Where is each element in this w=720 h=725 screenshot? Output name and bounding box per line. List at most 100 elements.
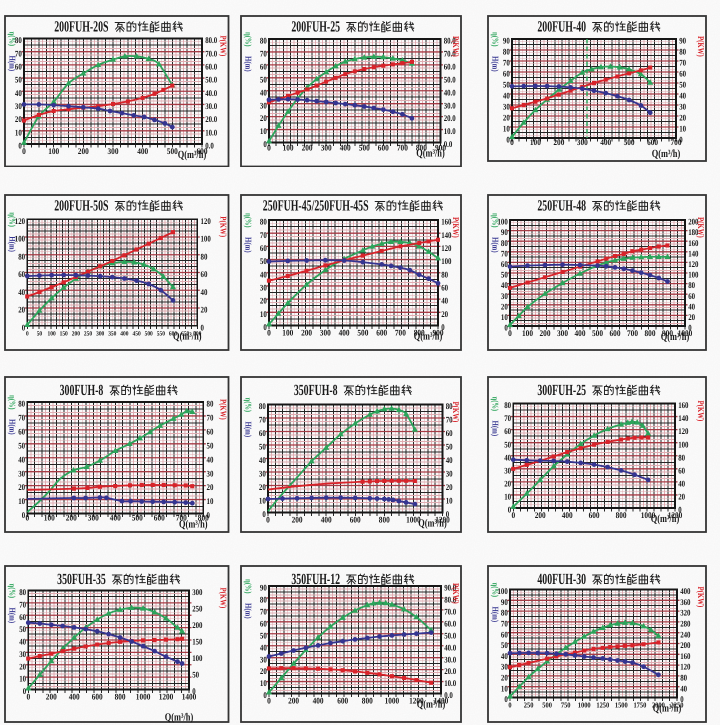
svg-text:240: 240 (680, 629, 690, 639)
svg-text:60: 60 (503, 68, 510, 78)
svg-text:100: 100 (530, 137, 541, 147)
svg-text:η(%): η(%) (8, 31, 18, 46)
svg-text:150: 150 (192, 637, 202, 647)
svg-text:160: 160 (680, 651, 690, 661)
svg-text:10: 10 (259, 678, 266, 688)
svg-text:40.0: 40.0 (205, 87, 217, 97)
svg-text:1000: 1000 (384, 695, 399, 705)
svg-text:40: 40 (680, 683, 687, 693)
svg-text:50: 50 (19, 624, 26, 634)
svg-text:Q(m³/h): Q(m³/h) (416, 147, 445, 159)
svg-text:10: 10 (259, 126, 266, 136)
svg-text:1250: 1250 (596, 700, 609, 709)
svg-text:160: 160 (688, 238, 698, 248)
svg-text:400: 400 (320, 514, 331, 524)
svg-text:500: 500 (357, 327, 368, 337)
svg-text:50.0: 50.0 (444, 630, 456, 640)
svg-text:30.0: 30.0 (205, 101, 217, 111)
svg-text:80: 80 (688, 280, 695, 290)
svg-text:50: 50 (15, 74, 22, 84)
svg-text:300: 300 (577, 137, 588, 147)
svg-text:400: 400 (69, 691, 80, 701)
svg-text:P(KW): P(KW) (219, 399, 229, 420)
svg-text:120: 120 (688, 259, 698, 269)
svg-text:H(m): H(m) (243, 237, 253, 253)
svg-text:450: 450 (133, 331, 141, 338)
svg-text:300: 300 (88, 513, 99, 523)
svg-text:80: 80 (201, 251, 208, 261)
svg-text:100: 100 (48, 331, 56, 338)
svg-text:40: 40 (259, 642, 266, 652)
svg-text:350FUH-8: 350FUH-8 (293, 382, 337, 399)
svg-text:10: 10 (18, 496, 25, 506)
svg-text:η(%): η(%) (243, 579, 253, 594)
svg-text:70.0: 70.0 (444, 607, 456, 617)
svg-text:50: 50 (445, 442, 452, 452)
svg-text:η(%): η(%) (8, 212, 18, 227)
svg-text:750: 750 (561, 700, 571, 709)
svg-text:90: 90 (503, 35, 510, 45)
svg-text:550: 550 (157, 331, 165, 338)
svg-text:20: 20 (18, 305, 25, 315)
svg-text:70: 70 (503, 57, 510, 67)
svg-text:1400: 1400 (182, 691, 197, 701)
svg-text:H(m): H(m) (491, 607, 501, 623)
svg-text:40: 40 (18, 287, 25, 297)
svg-text:90: 90 (259, 583, 266, 593)
svg-text:30.0: 30.0 (444, 654, 456, 664)
svg-text:H(m): H(m) (8, 236, 18, 252)
svg-text:100: 100 (201, 234, 211, 244)
svg-text:50: 50 (259, 74, 266, 84)
svg-text:400: 400 (137, 145, 148, 155)
svg-text:50: 50 (504, 439, 511, 449)
svg-text:10.0: 10.0 (443, 126, 455, 136)
svg-text:50: 50 (259, 256, 266, 266)
svg-text:P(KW): P(KW) (696, 587, 706, 608)
svg-text:10: 10 (503, 123, 510, 133)
svg-text:70: 70 (501, 619, 508, 629)
svg-text:40: 40 (688, 301, 695, 311)
svg-text:60: 60 (201, 269, 208, 279)
svg-text:30: 30 (258, 469, 265, 479)
svg-text:60: 60 (18, 427, 25, 437)
svg-text:20.0: 20.0 (444, 666, 456, 676)
svg-text:Q(m³/h): Q(m³/h) (416, 699, 445, 711)
svg-text:100: 100 (192, 653, 202, 663)
svg-text:80: 80 (441, 269, 448, 279)
svg-text:10: 10 (259, 309, 266, 319)
svg-text:1500: 1500 (615, 700, 628, 709)
svg-text:60: 60 (19, 612, 26, 622)
svg-text:10: 10 (15, 127, 22, 137)
svg-text:70: 70 (679, 57, 686, 67)
svg-text:P(KW): P(KW) (451, 583, 461, 604)
svg-text:140: 140 (688, 248, 698, 258)
svg-text:0: 0 (504, 694, 507, 704)
svg-text:250FUH-45/250FUH-45S: 250FUH-45/250FUH-45S (262, 198, 368, 215)
svg-text:P(KW): P(KW) (219, 35, 229, 56)
svg-text:20: 20 (679, 112, 686, 122)
svg-text:40: 40 (441, 296, 448, 306)
svg-text:P(KW): P(KW) (219, 588, 229, 609)
svg-text:700: 700 (671, 137, 682, 147)
svg-text:600: 600 (589, 510, 600, 520)
svg-text:0: 0 (22, 322, 25, 332)
svg-text:80: 80 (679, 46, 686, 56)
svg-text:80: 80 (503, 46, 510, 56)
svg-text:400: 400 (110, 513, 121, 523)
svg-text:60: 60 (259, 61, 266, 71)
svg-text:500: 500 (167, 145, 178, 155)
svg-text:100: 100 (44, 513, 55, 523)
svg-text:10: 10 (679, 123, 686, 133)
svg-text:60: 60 (259, 243, 266, 253)
svg-text:30: 30 (259, 283, 266, 293)
svg-text:Q(m³/h): Q(m³/h) (653, 703, 682, 715)
svg-text:10.0: 10.0 (444, 678, 456, 688)
svg-text:90: 90 (679, 35, 686, 45)
svg-text:60: 60 (688, 291, 695, 301)
svg-text:0: 0 (25, 513, 29, 523)
svg-text:700: 700 (394, 327, 405, 337)
svg-text:100: 100 (282, 142, 293, 152)
svg-text:0: 0 (266, 514, 270, 524)
svg-text:160: 160 (678, 400, 688, 410)
svg-text:80: 80 (501, 238, 508, 248)
